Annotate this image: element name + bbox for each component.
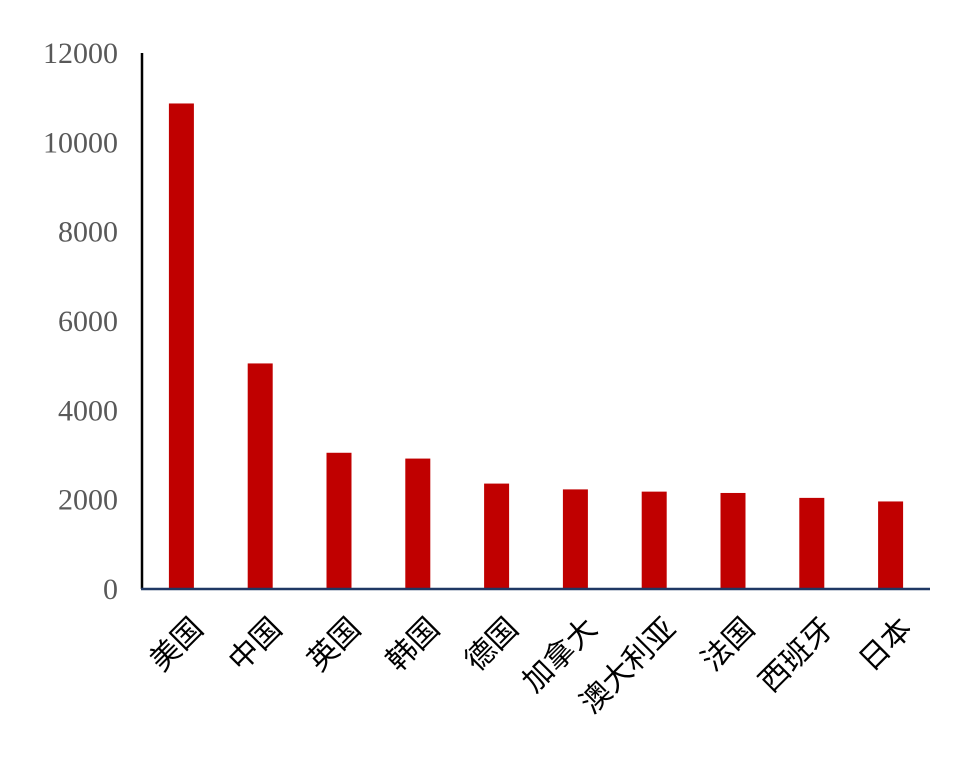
x-category-label: 中国 <box>222 611 289 678</box>
y-axis-tick-labels: 0 2000 4000 6000 8000 10000 12000 <box>43 37 118 606</box>
y-tick-label: 8000 <box>58 216 118 249</box>
x-category-label: 西班牙 <box>752 611 840 699</box>
bar <box>168 103 194 590</box>
y-tick-label: 12000 <box>43 37 118 70</box>
bar <box>878 501 904 589</box>
bar <box>484 483 510 589</box>
bar <box>720 492 746 589</box>
bars <box>168 103 904 590</box>
bar <box>405 458 431 589</box>
bar <box>641 491 667 589</box>
x-category-label: 韩国 <box>380 611 447 678</box>
y-tick-label: 10000 <box>43 126 118 159</box>
x-category-label: 日本 <box>852 611 919 678</box>
y-tick-label: 6000 <box>58 305 118 338</box>
y-tick-label: 4000 <box>58 394 118 427</box>
x-category-label: 美国 <box>143 611 210 678</box>
bar <box>247 363 273 589</box>
x-category-label: 德国 <box>458 611 525 678</box>
y-tick-label: 0 <box>103 573 118 606</box>
bar <box>799 497 825 589</box>
bar <box>562 489 588 589</box>
x-category-label: 法国 <box>695 611 762 678</box>
bar <box>326 452 352 589</box>
x-category-label: 英国 <box>301 611 368 678</box>
y-tick-label: 2000 <box>58 484 118 517</box>
